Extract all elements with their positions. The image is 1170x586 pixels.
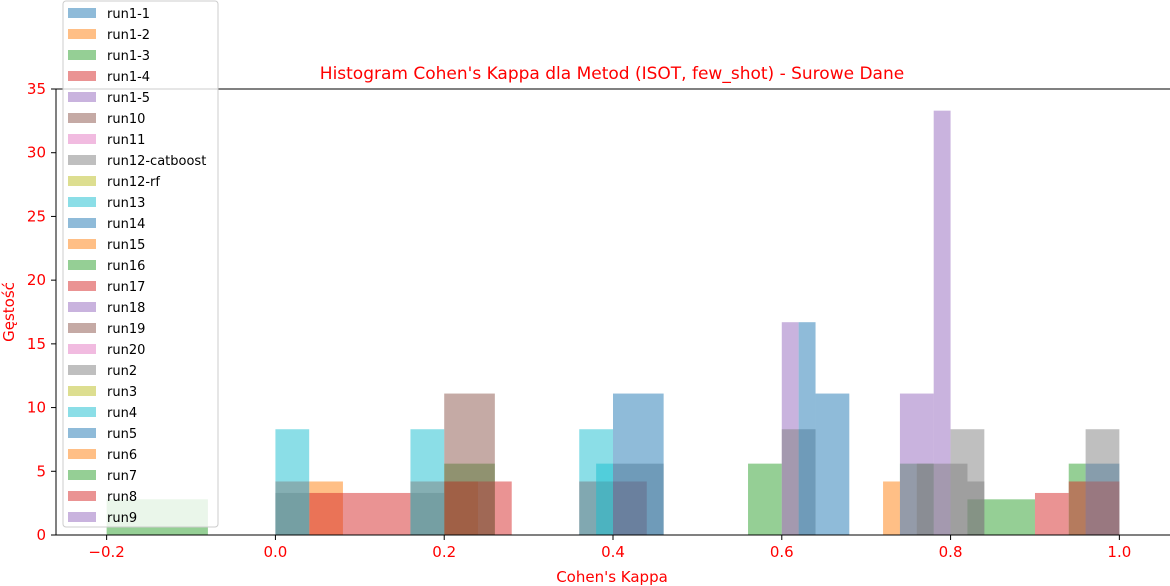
legend-swatch-run1-3 <box>68 50 96 60</box>
legend-swatch-run2 <box>68 365 96 375</box>
legend-swatch-run15 <box>68 239 96 249</box>
legend-label-run20: run20 <box>107 343 145 358</box>
legend-box <box>62 0 219 528</box>
legend-label-run3: run3 <box>107 385 137 400</box>
legend-swatch-run1-2 <box>68 29 96 39</box>
legend-swatch-run6 <box>68 449 96 459</box>
bar-run1-4-3 <box>1034 492 1069 535</box>
bar-run2-0 <box>275 481 310 535</box>
legend-label-run9: run9 <box>107 511 137 526</box>
axes: −0.2 0.0 0.2 0.4 0.6 0.8 1.0 0 5 10 15 20 25 30 35 <box>27 80 1170 561</box>
legend-label-run19: run19 <box>107 322 145 337</box>
legend-swatch-run8 <box>68 491 96 501</box>
legend-swatch-run12-rf <box>68 176 96 186</box>
legend-label-run14: run14 <box>107 217 145 232</box>
y-tick-label: 35 <box>27 80 46 98</box>
y-tick-label: 30 <box>27 144 46 162</box>
x-axis-label: Cohen's Kappa <box>556 568 668 586</box>
legend-label-run15: run15 <box>107 238 145 253</box>
bar-run4-0 <box>596 463 613 535</box>
legend-swatch-run4 <box>68 407 96 417</box>
legend-swatch-run10 <box>68 113 96 123</box>
y-tick-label: 20 <box>27 271 46 289</box>
bar-run1-3-2 <box>748 463 782 535</box>
bar-run15-0 <box>883 481 900 535</box>
legend: run1-1 run1-2 run1-3 run1-4 run1-5 run10 run11… <box>62 0 219 528</box>
bar-run10-0 <box>444 393 495 535</box>
legend-swatch-run17 <box>68 281 96 291</box>
bar-run1-5-2 <box>933 110 951 536</box>
legend-label-run2: run2 <box>107 364 137 379</box>
legend-label-run18: run18 <box>107 301 145 316</box>
legend-label-run1-4: run1-4 <box>107 70 150 85</box>
bar-run1-4-0 <box>309 492 411 535</box>
x-tick-label: 1.0 <box>1107 543 1131 561</box>
legend-label-run11: run11 <box>107 133 145 148</box>
legend-label-run7: run7 <box>107 469 137 484</box>
legend-label-run12-catboost: run12-catboost <box>107 154 206 169</box>
legend-swatch-run1-4 <box>68 71 96 81</box>
x-tick-label: −0.2 <box>88 543 124 561</box>
legend-label-run1-5: run1-5 <box>107 91 150 106</box>
y-tick-label: 25 <box>27 207 46 225</box>
legend-label-run1-3: run1-3 <box>107 49 150 64</box>
legend-label-run5: run5 <box>107 427 137 442</box>
legend-swatch-run11 <box>68 134 96 144</box>
y-axis-label: Gęstość <box>0 282 18 342</box>
x-tick-label: 0.8 <box>939 543 963 561</box>
legend-label-run8: run8 <box>107 490 137 505</box>
legend-swatch-run16 <box>68 260 96 270</box>
bar-run2-2 <box>916 463 968 535</box>
legend-swatch-run14 <box>68 218 96 228</box>
bar-run2-3 <box>967 481 985 535</box>
bar-run12-catboost-5 <box>1085 429 1120 535</box>
legend-label-run4: run4 <box>107 406 137 421</box>
y-tick-label: 0 <box>36 526 46 544</box>
bar-run2-1 <box>410 481 445 535</box>
x-tick-label: 0.6 <box>770 543 794 561</box>
y-tick-label: 5 <box>36 462 46 480</box>
legend-label-run12-rf: run12-rf <box>107 175 160 190</box>
histogram-bars <box>106 110 1120 536</box>
x-tick-label: 0.2 <box>432 543 456 561</box>
legend-label-run13: run13 <box>107 196 145 211</box>
bar-run14-1 <box>798 322 816 535</box>
legend-swatch-run12-catboost <box>68 155 96 165</box>
legend-swatch-run5 <box>68 428 96 438</box>
legend-swatch-run19 <box>68 323 96 333</box>
legend-swatch-run13 <box>68 197 96 207</box>
legend-swatch-run3 <box>68 386 96 396</box>
bar-run14-0 <box>613 393 664 535</box>
chart-title: Histogram Cohen's Kappa dla Metod (ISOT,… <box>320 64 904 84</box>
x-tick-label: 0.4 <box>601 543 625 561</box>
legend-label-run6: run6 <box>107 448 137 463</box>
legend-swatch-run1-5 <box>68 92 96 102</box>
y-tick-label: 15 <box>27 335 46 353</box>
legend-label-run17: run17 <box>107 280 145 295</box>
bar-run1-1-0 <box>815 393 850 535</box>
legend-swatch-run20 <box>68 344 96 354</box>
legend-label-run16: run16 <box>107 259 145 274</box>
legend-swatch-run1-1 <box>68 8 96 18</box>
legend-swatch-run9 <box>68 512 96 522</box>
x-tick-label: 0.0 <box>263 543 287 561</box>
y-tick-label: 10 <box>27 399 46 417</box>
legend-label-run1-2: run1-2 <box>107 28 150 43</box>
legend-label-run10: run10 <box>107 112 145 127</box>
legend-swatch-run7 <box>68 470 96 480</box>
legend-swatch-run18 <box>68 302 96 312</box>
legend-label-run1-1: run1-1 <box>107 7 150 22</box>
